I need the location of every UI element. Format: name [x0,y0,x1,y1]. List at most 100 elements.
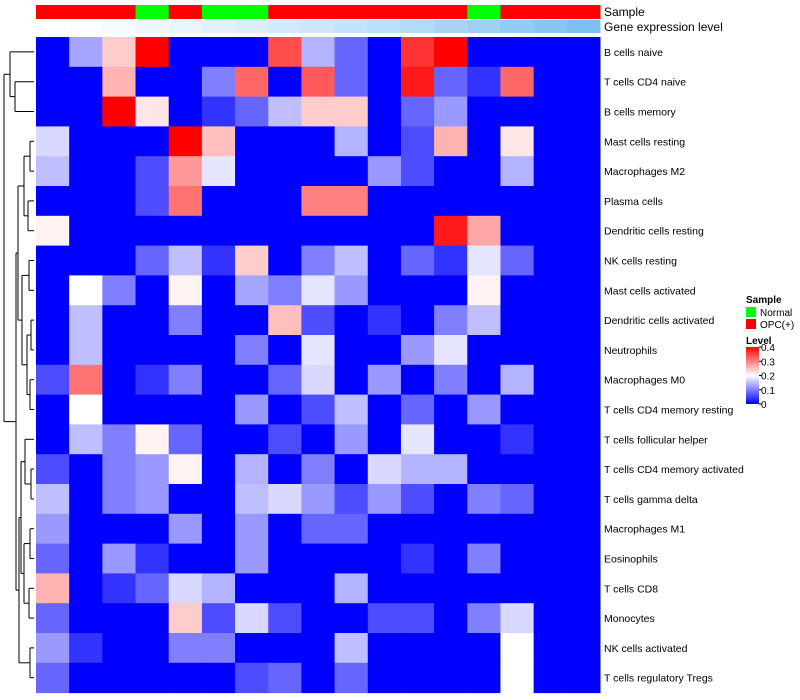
heatmap-cell [334,513,369,545]
heatmap-cell [400,96,435,127]
heatmap-cell [268,66,302,98]
heatmap-cell [367,543,402,574]
heatmap-cell [268,454,302,485]
heatmap-cell [467,603,501,634]
heatmap-cell [69,424,103,455]
heatmap-cell [168,37,203,68]
heatmap-cell [268,275,302,306]
heatmap-cell [135,603,170,634]
heatmap-cell [301,66,336,98]
heatmap-cell [69,603,103,634]
heatmap-cell [434,454,468,485]
heatmap-cell [467,424,501,455]
heatmap-cell [201,245,236,276]
heatmap-cell [434,305,468,336]
heatmap-cell [235,484,269,515]
heatmap-cell [268,573,302,604]
heatmap-cell [434,633,468,664]
heatmap-cell [566,186,601,217]
heatmap-cell [168,156,203,187]
heatmap-cell [334,126,369,157]
heatmap-cell [235,662,269,694]
heatmap-cell [235,275,269,306]
row-label: Mast cells resting [604,136,685,148]
sample-annotation-cell [367,5,402,19]
heatmap-cell [301,573,336,604]
heatmap-cell [235,573,269,604]
heatmap-cell [201,573,236,604]
heatmap-cell [301,454,336,485]
heatmap-cell [102,573,137,604]
heatmap-cell [268,305,302,336]
heatmap-cell [268,484,302,515]
heatmap-cell [533,66,568,98]
heatmap-cell [69,275,103,306]
heatmap-cell [235,633,269,664]
heatmap-cell [102,275,137,306]
row-label: T cells follicular helper [604,434,708,446]
heatmap-cell [201,66,236,98]
heatmap-cell [367,513,402,545]
heatmap-cell [168,215,203,247]
heatmap-cell [500,186,535,217]
heatmap-cell [434,662,468,694]
row-label: T cells CD8 [604,583,658,595]
heatmap-cell [500,394,535,425]
heatmap-cell [500,66,535,98]
heatmap-cell [566,364,601,396]
heatmap-cell [434,275,468,306]
heatmap-cell [334,37,369,68]
heatmap-cell [201,275,236,306]
heatmap-cell [168,454,203,485]
heatmap-cell [135,275,170,306]
heatmap-cell [467,275,501,306]
row-label: Neutrophils [604,345,657,357]
heatmap-cell [367,215,402,247]
heatmap-cell [400,543,435,574]
heatmap-cell [201,186,236,217]
heatmap-cell [69,484,103,515]
sample-annotation-cell [201,5,236,19]
heatmap-cell [301,513,336,545]
sample-legend-label: Normal [760,308,792,319]
heatmap-cell [301,156,336,187]
heatmap-cell [268,335,302,366]
heatmap-cell [467,662,501,694]
sample-annotation-cell [500,5,535,19]
heatmap-cell [334,186,369,217]
heatmap-cell [334,573,369,604]
heatmap-cell [467,215,501,247]
heatmap-cell [268,37,302,68]
heatmap-cell [533,37,568,68]
sample-annotation-cell [268,5,302,19]
heatmap-cell [201,543,236,574]
heatmap-cell [135,126,170,157]
heatmap-cell [135,37,170,68]
heatmap-cell [36,513,70,545]
heatmap-cell [168,245,203,276]
heatmap-cell [334,215,369,247]
heatmap-cell [301,186,336,217]
sample-annotation-cell [235,5,269,19]
heatmap-cell [135,335,170,366]
heatmap-cell [102,454,137,485]
heatmap-cell [69,126,103,157]
heatmap-cell [69,186,103,217]
heatmap-cell [434,364,468,396]
heatmap-cell [235,156,269,187]
heatmap-cell [36,275,70,306]
heatmap-cell [235,335,269,366]
expression-annotation-cell [500,20,535,33]
heatmap-cell [334,454,369,485]
heatmap-cell [135,484,170,515]
heatmap-cell [500,245,535,276]
heatmap-cell [400,484,435,515]
heatmap-cell [533,215,568,247]
heatmap-cell [168,364,203,396]
expression-annotation-cell [367,20,402,33]
heatmap-cell [334,603,369,634]
heatmap-cell [467,305,501,336]
level-tick-label: 0.3 [761,357,775,368]
level-tick-label: 0 [761,400,767,411]
heatmap-cell [566,424,601,455]
